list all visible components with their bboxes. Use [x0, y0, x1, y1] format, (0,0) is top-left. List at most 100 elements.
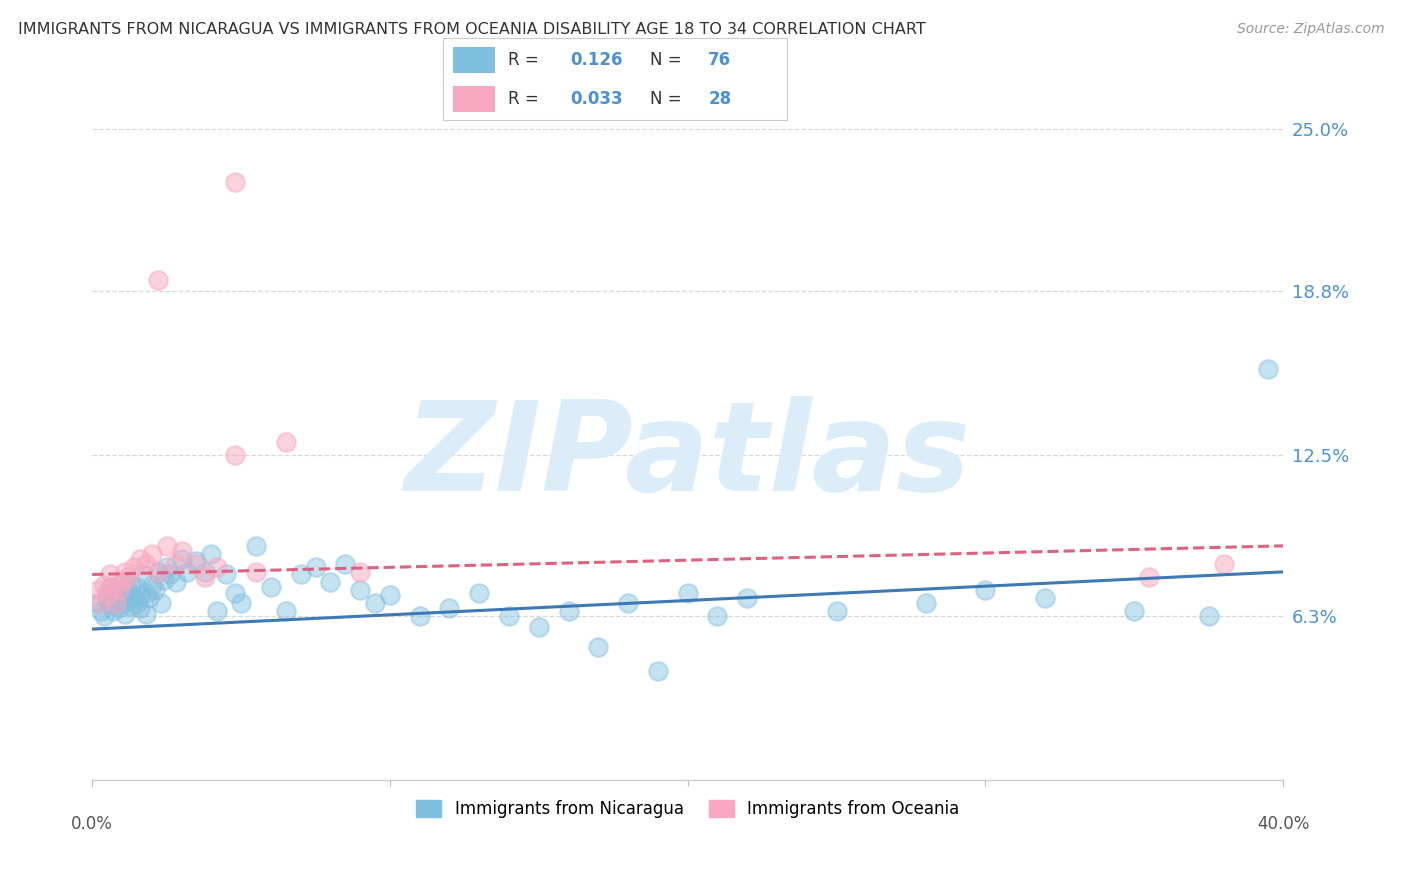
Point [349, 565, 371, 579]
Point [207, 604, 229, 618]
Point [364, 596, 387, 610]
Point [1198, 609, 1220, 624]
Point [117, 593, 139, 607]
Legend: Immigrants from Nicaragua, Immigrants from Oceania: Immigrants from Nicaragua, Immigrants fr… [409, 793, 966, 824]
Point [108, 601, 131, 615]
Point [735, 591, 758, 605]
Point [260, 581, 283, 595]
Point [114, 575, 136, 590]
Point [117, 570, 139, 584]
Point [108, 583, 131, 598]
Point [128, 601, 150, 615]
Text: N =: N = [650, 51, 686, 69]
Point [176, 565, 198, 579]
Point [1123, 604, 1146, 618]
Point [170, 552, 193, 566]
Point [224, 175, 246, 189]
Point [557, 604, 579, 618]
Bar [453, 86, 495, 112]
Point [105, 596, 128, 610]
Text: 0.126: 0.126 [571, 51, 623, 69]
Point [215, 567, 238, 582]
Point [120, 599, 142, 613]
Point [111, 575, 134, 590]
Point [274, 604, 297, 618]
Point [186, 557, 208, 571]
Point [149, 596, 172, 610]
Point [128, 588, 150, 602]
Point [165, 575, 187, 590]
Text: IMMIGRANTS FROM NICARAGUA VS IMMIGRANTS FROM OCEANIA DISABILITY AGE 18 TO 34 COR: IMMIGRANTS FROM NICARAGUA VS IMMIGRANTS … [18, 22, 927, 37]
Text: N =: N = [650, 90, 686, 108]
Point [122, 591, 145, 605]
Point [152, 573, 174, 587]
Point [146, 273, 169, 287]
Point [207, 559, 229, 574]
Point [229, 596, 252, 610]
Point [274, 434, 297, 449]
Point [304, 559, 326, 574]
Point [194, 565, 217, 579]
Point [98, 581, 121, 595]
Text: 0.0%: 0.0% [72, 815, 112, 833]
Point [98, 567, 121, 582]
Point [111, 588, 134, 602]
Point [138, 591, 160, 605]
Point [290, 567, 312, 582]
Point [128, 552, 150, 566]
Point [114, 607, 136, 621]
Point [90, 596, 112, 610]
Point [96, 591, 118, 605]
Point [141, 547, 163, 561]
Point [101, 604, 124, 618]
Point [186, 554, 208, 568]
Point [915, 596, 938, 610]
Text: ZIPatlas: ZIPatlas [405, 396, 972, 517]
Text: 28: 28 [709, 90, 731, 108]
Point [439, 601, 461, 615]
Point [588, 640, 610, 655]
Point [224, 448, 246, 462]
Point [170, 544, 193, 558]
Point [93, 609, 115, 624]
Point [101, 588, 124, 602]
Point [135, 585, 157, 599]
Point [647, 664, 669, 678]
Text: R =: R = [509, 90, 544, 108]
Point [165, 557, 187, 571]
Point [194, 570, 217, 584]
Point [143, 583, 166, 598]
Text: 76: 76 [709, 51, 731, 69]
Bar [453, 46, 495, 73]
Point [319, 575, 342, 590]
Point [105, 593, 128, 607]
Point [706, 609, 728, 624]
Point [468, 585, 491, 599]
Point [245, 539, 267, 553]
Point [135, 557, 157, 571]
Point [120, 578, 142, 592]
Point [146, 565, 169, 579]
Point [141, 578, 163, 592]
Point [245, 565, 267, 579]
Point [224, 585, 246, 599]
Point [122, 559, 145, 574]
Point [108, 578, 131, 592]
Point [90, 604, 112, 618]
Point [1033, 591, 1056, 605]
Point [87, 596, 110, 610]
Point [117, 583, 139, 598]
Text: 0.033: 0.033 [571, 90, 623, 108]
Point [409, 609, 432, 624]
Point [527, 619, 550, 633]
Point [159, 567, 181, 582]
Point [156, 539, 179, 553]
Point [156, 559, 179, 574]
Point [825, 604, 848, 618]
Text: R =: R = [509, 51, 544, 69]
Point [93, 578, 115, 592]
Point [498, 609, 520, 624]
Point [200, 547, 222, 561]
Point [96, 588, 118, 602]
Point [98, 596, 121, 610]
